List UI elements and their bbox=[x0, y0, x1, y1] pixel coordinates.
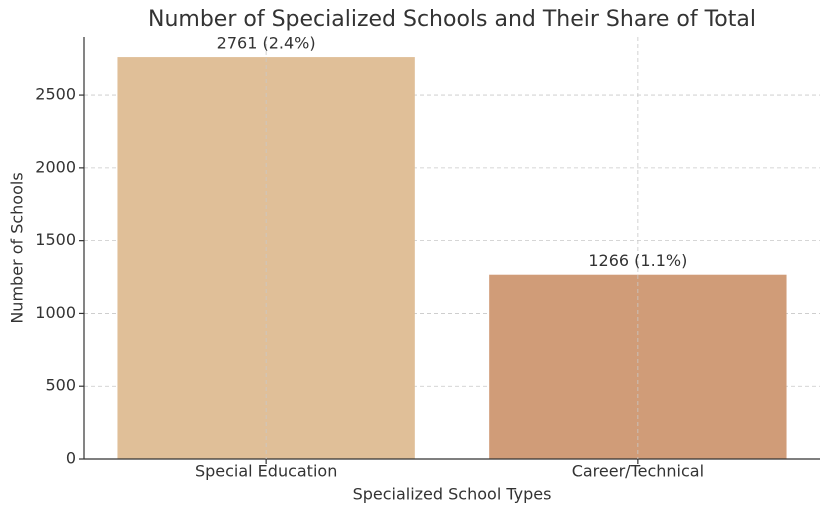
x-tick-label: Career/Technical bbox=[572, 462, 704, 481]
x-axis-label: Specialized School Types bbox=[353, 485, 552, 504]
y-tick-label: 1000 bbox=[35, 303, 76, 322]
chart-title: Number of Specialized Schools and Their … bbox=[148, 7, 756, 32]
y-tick-label: 2500 bbox=[35, 85, 76, 104]
y-tick-label: 500 bbox=[45, 376, 76, 395]
y-tick-label: 2000 bbox=[35, 157, 76, 176]
value-label: 2761 (2.4%) bbox=[217, 34, 316, 53]
value-label: 1266 (1.1%) bbox=[588, 251, 687, 270]
y-axis-label: Number of Schools bbox=[8, 172, 27, 323]
x-tick-label: Special Education bbox=[195, 462, 337, 481]
y-tick-label: 1500 bbox=[35, 230, 76, 249]
y-tick-label: 0 bbox=[66, 449, 76, 468]
